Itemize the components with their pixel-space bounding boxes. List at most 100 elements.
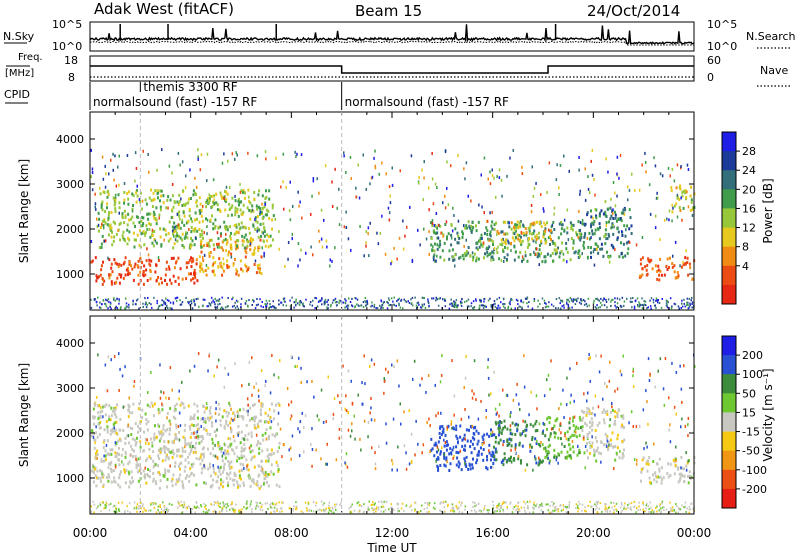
heatmap-cell (118, 446, 120, 450)
heatmap-cell (218, 447, 221, 451)
scatter-cell (363, 254, 365, 258)
heatmap-cell (146, 428, 149, 432)
heatmap-cell (677, 467, 679, 471)
ground-scatter-cell (510, 501, 512, 504)
heatmap-cell (253, 403, 256, 406)
heatmap-cell (192, 272, 195, 276)
heatmap-cell (195, 262, 198, 266)
scatter-cell (560, 402, 562, 406)
heatmap-cell (188, 258, 191, 262)
scatter-cell (377, 242, 380, 246)
heatmap-cell (222, 269, 225, 273)
scatter-cell (562, 388, 564, 392)
scatter-cell (295, 155, 297, 158)
scatter-cell (136, 184, 138, 188)
scatter-cell (618, 176, 620, 180)
scatter-cell (540, 251, 542, 255)
heatmap-cell (155, 263, 157, 267)
heatmap-cell (512, 231, 515, 235)
ground-scatter-cell (118, 299, 120, 302)
scatter-cell (663, 403, 666, 407)
heatmap-cell (588, 431, 591, 435)
heatmap-cell (94, 438, 97, 442)
ground-scatter-cell (383, 500, 385, 503)
scatter-cell (261, 246, 263, 250)
heatmap-cell (256, 480, 259, 484)
scatter-cell (605, 224, 608, 227)
heatmap-cell (604, 210, 607, 214)
heatmap-cell (621, 423, 624, 427)
ground-scatter-cell (610, 305, 612, 308)
scatter-cell (619, 449, 621, 453)
scatter-cell (363, 354, 365, 358)
heatmap-cell (439, 243, 442, 247)
heatmap-cell (204, 420, 207, 424)
heatmap-cell (267, 235, 270, 239)
ground-scatter-cell (323, 502, 325, 505)
scatter-cell (656, 196, 659, 200)
ground-scatter-cell (363, 503, 365, 506)
heatmap-cell (197, 435, 199, 438)
heatmap-cell (244, 249, 247, 253)
heatmap-cell (277, 468, 280, 472)
heatmap-cell (217, 264, 220, 268)
freq-label-1: Freq. (18, 52, 43, 63)
ground-scatter-cell (657, 301, 659, 304)
ground-scatter-cell (178, 505, 181, 507)
ground-scatter-cell (517, 505, 519, 508)
ground-scatter-cell (421, 305, 424, 308)
ground-scatter-cell (227, 297, 229, 299)
heatmap-cell (538, 458, 541, 462)
heatmap-cell (450, 233, 453, 237)
heatmap-cell (586, 449, 589, 453)
scatter-cell (185, 232, 187, 236)
scatter-cell (197, 157, 199, 161)
scatter-cell (215, 400, 217, 404)
scatter-cell (596, 247, 598, 251)
ground-scatter-cell (181, 504, 183, 507)
heatmap-cell (658, 273, 661, 277)
ground-scatter-cell (428, 304, 430, 307)
scatter-cell (530, 390, 532, 394)
heatmap-cell (579, 254, 582, 258)
heatmap-cell (195, 457, 198, 460)
heatmap-cell (99, 476, 102, 480)
heatmap-cell (578, 434, 581, 438)
heatmap-cell (208, 251, 211, 255)
heatmap-cell (167, 239, 170, 243)
scatter-cell (622, 354, 624, 358)
ground-scatter-cell (235, 503, 237, 506)
scatter-cell (635, 243, 638, 247)
heatmap-cell (174, 416, 177, 420)
heatmap-cell (202, 455, 205, 459)
ground-scatter-cell (373, 511, 375, 514)
heatmap-cell (170, 479, 173, 483)
heatmap-cell (93, 422, 96, 426)
scatter-cell (591, 435, 593, 439)
scatter-cell (441, 446, 443, 450)
y-tick-label: 4000 (56, 133, 84, 146)
ground-scatter-cell (659, 511, 662, 514)
heatmap-cell (253, 419, 256, 423)
heatmap-cell (191, 465, 194, 469)
heatmap-cell (464, 448, 466, 452)
heatmap-cell (666, 257, 669, 261)
scatter-cell (647, 357, 650, 361)
heatmap-cell (225, 198, 228, 202)
heatmap-cell (100, 242, 103, 246)
ground-scatter-cell (551, 500, 553, 503)
scatter-cell (104, 363, 107, 367)
heatmap-cell (172, 256, 175, 260)
heatmap-cell (135, 463, 138, 467)
scatter-cell (365, 241, 367, 245)
ground-scatter-cell (482, 307, 485, 310)
heatmap-cell (616, 236, 619, 240)
heatmap-cell (137, 407, 140, 411)
ground-scatter-cell (206, 511, 209, 514)
ground-scatter-cell (630, 501, 633, 504)
heatmap-cell (606, 434, 609, 438)
heatmap-cell (449, 462, 452, 466)
ground-scatter-cell (354, 306, 356, 309)
ground-scatter-cell (543, 299, 546, 302)
scatter-cell (480, 173, 482, 177)
